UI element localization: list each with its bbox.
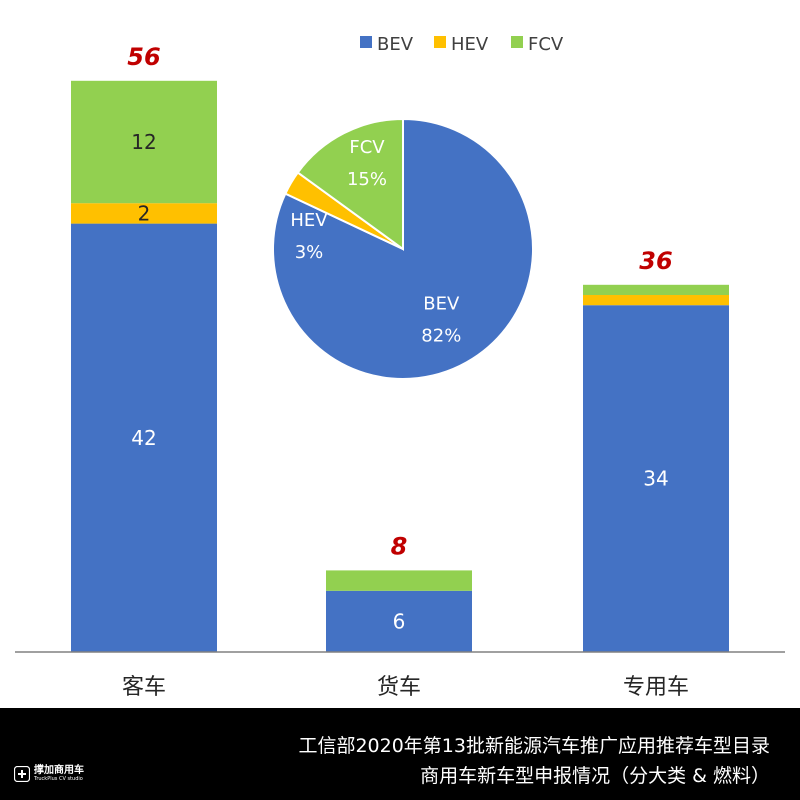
caption-line-2: 商用车新车型申报情况（分大类 & 燃料）: [420, 765, 770, 787]
data-label-hev-1: 2: [138, 201, 151, 225]
category-label-2: 货车: [377, 675, 421, 700]
legend-label-hev: HEV: [451, 34, 489, 55]
data-label-bev-2: 6: [393, 609, 406, 633]
legend-swatch-fcv: [511, 36, 523, 48]
logo-subtitle: TruckPlus CV studio: [34, 776, 83, 782]
bar-fcv-2: [326, 570, 472, 591]
total-label-3: 36: [639, 247, 672, 275]
bar-hev-3: [583, 295, 729, 306]
pie-label-name-hev: HEV: [290, 210, 328, 231]
bar-fcv-3: [583, 284, 729, 295]
bar-bev-1: [71, 223, 217, 652]
pie-label-percent-bev: 82%: [421, 325, 461, 346]
bar-fcv-1: [71, 80, 217, 204]
data-label-fcv-1: 12: [131, 130, 156, 154]
truckplus-logo-icon: [13, 765, 31, 783]
pie-slice-bev: [272, 117, 534, 380]
bar-hev-1: [71, 203, 217, 224]
pie-label-name-bev: BEV: [423, 293, 460, 314]
legend-swatch-hev: [434, 36, 446, 48]
bar-bev-3: [583, 305, 729, 652]
pie-slice-fcv: [296, 117, 404, 251]
pie-label-percent-hev: 3%: [295, 242, 324, 263]
bar-bev-2: [326, 590, 472, 652]
pie-label-percent-fcv: 15%: [347, 169, 387, 190]
data-label-bev-1: 42: [131, 426, 156, 450]
caption-footer: 撑加商用车 TruckPlus CV studio 工信部2020年第13批新能…: [0, 708, 800, 800]
logo-name: 撑加商用车: [34, 765, 84, 776]
legend-label-bev: BEV: [377, 34, 414, 55]
brand-logo: 撑加商用车 TruckPlus CV studio: [13, 765, 84, 783]
category-label-3: 专用车: [623, 675, 689, 700]
chart-canvas: 42 2 12 56 客车 6 8 货车 34 36 专用车 BEV 82% HEV 3% FCV 15% BEV…: [15, 34, 785, 700]
category-label-1: 客车: [122, 675, 166, 700]
data-label-bev-3: 34: [643, 467, 668, 491]
pie-label-name-fcv: FCV: [349, 137, 385, 158]
legend-label-fcv: FCV: [528, 34, 564, 55]
legend-swatch-bev: [360, 36, 372, 48]
total-label-2: 8: [391, 532, 408, 560]
caption-line-1: 工信部2020年第13批新能源汽车推广应用推荐车型目录: [298, 735, 770, 757]
total-label-1: 56: [127, 43, 160, 71]
